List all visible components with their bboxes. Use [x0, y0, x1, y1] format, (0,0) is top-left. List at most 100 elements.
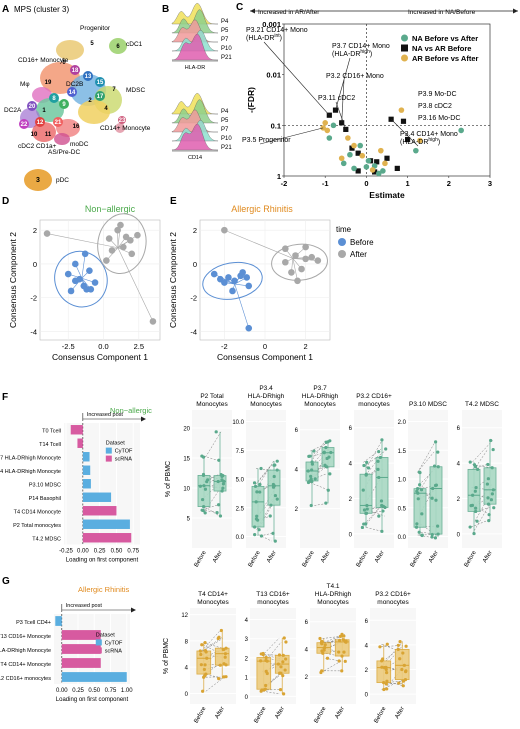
box-point: [223, 655, 227, 659]
paired-line: [201, 504, 219, 511]
umap-cluster-cd14-mono: [78, 100, 110, 124]
boxplot-title: monocytes: [257, 599, 289, 606]
ridge-sample-label: P21: [221, 55, 232, 61]
box-point: [487, 519, 491, 523]
pca-point-after: [103, 257, 110, 264]
loading-bar: [70, 425, 83, 435]
annotation-sup: int: [274, 33, 280, 39]
box-point: [486, 502, 491, 506]
volcano-point-ar: [338, 155, 345, 162]
pca-ytick-label: -2: [190, 294, 197, 303]
box-point: [254, 500, 258, 504]
umap-cluster-cdc1: [109, 38, 127, 54]
boxplot-title: T4 CD14+: [198, 591, 228, 598]
paired-line: [310, 440, 326, 463]
bar-xtick-label: 0.25: [94, 549, 106, 555]
box-point: [474, 506, 478, 510]
box-point: [252, 481, 257, 485]
box-point: [198, 484, 202, 488]
box-point: [365, 503, 369, 508]
box-point: [401, 684, 405, 688]
umap-badge: [95, 91, 105, 101]
ridge-sample-label: P5: [221, 28, 229, 34]
umap-num-cdc2: 10: [31, 132, 38, 138]
box-point: [216, 503, 221, 507]
box-point: [263, 687, 267, 691]
box-point: [308, 479, 312, 483]
box-point: [284, 640, 288, 644]
boxplot-title: Monocytes: [197, 599, 229, 606]
boxplot-xtick-label: After: [334, 706, 346, 720]
bar-legend-title: Dataset: [96, 632, 115, 638]
box-point: [306, 469, 310, 473]
box-point: [259, 534, 264, 538]
box-point: [486, 477, 490, 481]
volcano-point-ar: [345, 135, 351, 141]
paired-line: [203, 455, 218, 461]
pca-point-before: [210, 270, 218, 278]
umap-badge-label: 13: [85, 74, 92, 80]
paired-line: [255, 468, 272, 471]
box-point: [259, 466, 263, 471]
pca-point-before: [87, 285, 95, 293]
boxplot-xtick-label: After: [482, 550, 494, 564]
increase-arrow-label: Increased post: [87, 412, 124, 418]
box-point: [487, 513, 491, 517]
box-point: [254, 517, 259, 521]
umap-num-cd16-mono: 0: [62, 60, 66, 66]
box-point: [223, 652, 228, 656]
box-point: [471, 493, 475, 497]
box-point: [377, 514, 381, 518]
box-iqr: [376, 660, 392, 684]
volcano-legend-swatch: [401, 34, 408, 42]
volcano-legend-swatch: [401, 54, 408, 62]
paired-line: [262, 690, 280, 695]
box-point: [275, 468, 279, 472]
boxplot-ytick-label: 2: [305, 675, 309, 681]
pca-point-after: [288, 269, 295, 276]
annotation-line1: P3.21 CD14+ Mono: [246, 27, 308, 34]
annotation-line1: P3.7 CD14+ Mono: [332, 43, 390, 50]
loading-bar: [61, 630, 101, 640]
pca-point-after: [221, 226, 228, 234]
boxplot-xtick-label: Before: [302, 549, 316, 568]
box-point: [203, 641, 207, 645]
pca-point-after: [302, 243, 309, 251]
umap-label-cd14-mono: CD14+ Monocyte: [100, 125, 151, 132]
boxplot-ytick-label: 3: [245, 637, 249, 643]
pca-point-after: [298, 265, 305, 273]
bar-legend-label: scRNA: [105, 648, 122, 654]
umap-label-mf: Mφ: [20, 81, 30, 88]
box-point: [404, 669, 408, 673]
boxplot-ytick-label: 8: [185, 639, 189, 645]
umap-plot: 18 13 15 14 17 8 9 20 22 12 21: [4, 25, 151, 191]
umap-label-progenitor: Progenitor: [80, 25, 111, 32]
panel-f-title: Non−allergic: [110, 406, 152, 415]
box-point: [418, 483, 422, 487]
box-point: [203, 511, 207, 515]
boxplot-ytick-label: 6: [365, 619, 369, 625]
box-point: [221, 647, 225, 652]
loading-bar: [61, 644, 101, 654]
pca-ellipse-before: [202, 261, 263, 300]
boxplot-title: P3.7: [313, 385, 327, 392]
pca-point-before: [81, 250, 89, 258]
bar-category-label: T0 Tcell: [42, 428, 61, 434]
paired-line: [205, 676, 226, 692]
box-point: [385, 679, 389, 683]
annotation-p3-16: P3.16 Mo-DC: [418, 115, 460, 122]
paired-line: [203, 490, 219, 514]
volcano-legend-label: AR Before vs After: [412, 54, 478, 63]
box-point: [342, 634, 346, 638]
panel-e-letter: E: [170, 196, 177, 207]
umap-label-pdc: pDC: [56, 177, 69, 184]
box-point: [279, 665, 283, 669]
boxplot-xtick-label: Before: [193, 705, 207, 724]
box-point: [255, 514, 259, 518]
umap-badge-label: 12: [37, 120, 44, 126]
pca-legend-after-swatch: [338, 250, 346, 258]
box-point: [360, 525, 365, 530]
panel-e: E Allergic Rhinitis -2 0 2 2 0 -2 -4 Consensus …: [168, 196, 374, 362]
bar-xlabel: Loading on first component: [66, 558, 139, 564]
volcano-point-na-vs-ar: [372, 169, 378, 175]
